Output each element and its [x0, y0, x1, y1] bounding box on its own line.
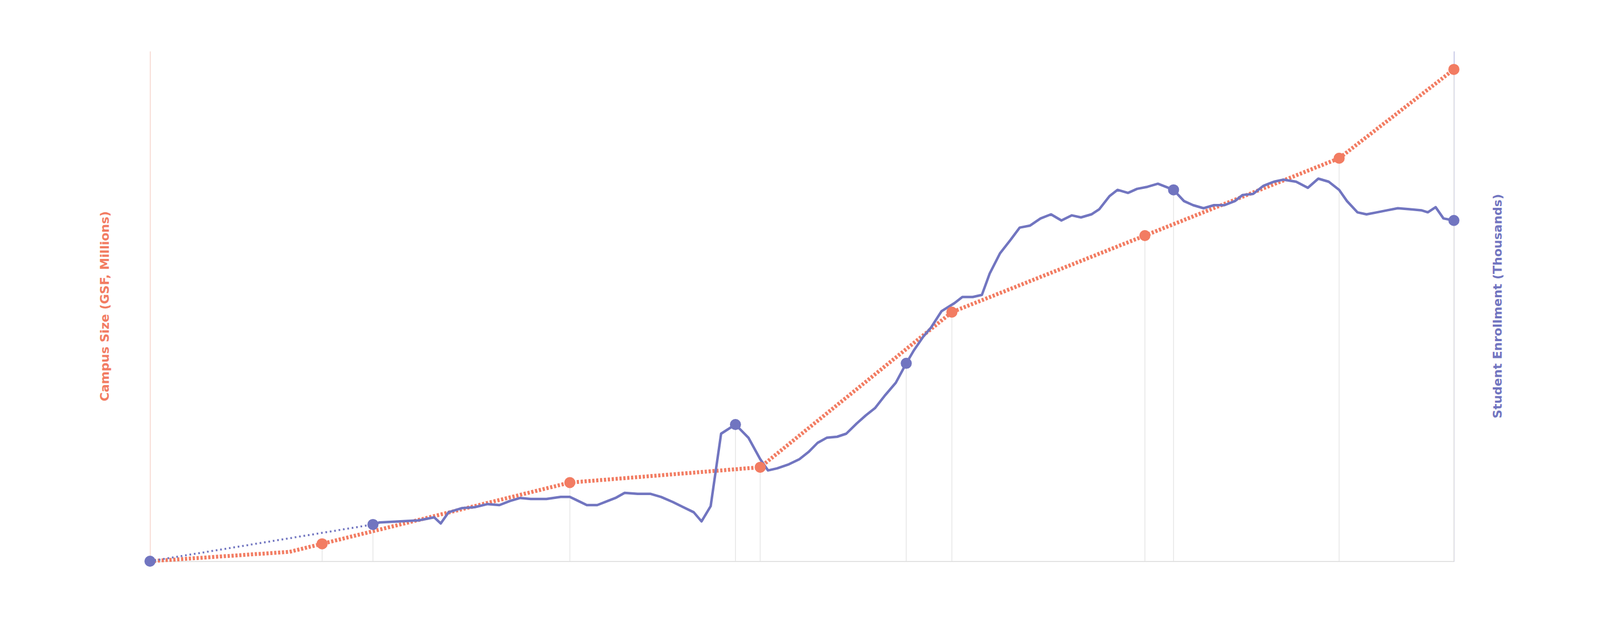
marker — [900, 357, 912, 369]
series-line — [372, 178, 1454, 525]
drop-line — [760, 467, 762, 562]
drop-line — [735, 424, 737, 562]
drop-line — [1453, 69, 1455, 562]
marker — [1448, 215, 1460, 227]
drop-line — [1173, 190, 1175, 562]
plot — [144, 51, 1460, 568]
drop-lines — [150, 69, 1454, 562]
marker — [754, 461, 766, 473]
marker — [730, 418, 742, 430]
marker — [1333, 152, 1345, 164]
marker — [1167, 184, 1179, 196]
drop-line — [951, 312, 953, 562]
marker — [564, 476, 576, 488]
marker — [316, 538, 328, 550]
y-axis — [150, 51, 151, 562]
marker — [1448, 63, 1460, 75]
drop-line — [1453, 220, 1455, 562]
y2-axis-title: Student Enrollment (Thousands) — [1490, 193, 1505, 419]
series-line — [150, 524, 373, 562]
marker — [946, 306, 958, 318]
x-axis — [150, 561, 1455, 562]
marker — [1139, 230, 1151, 242]
marks — [144, 63, 1460, 567]
drop-line — [569, 482, 571, 562]
chart: Campus Size (GSF, Millions) Student Enrol… — [0, 0, 1600, 639]
series-line — [150, 69, 1454, 562]
y-axis-title: Campus Size (GSF, Millions) — [97, 211, 112, 402]
axis-line — [150, 51, 152, 562]
marker — [144, 555, 156, 567]
drop-line — [906, 363, 908, 562]
drop-line — [1338, 158, 1340, 562]
axis-line — [150, 561, 1455, 563]
drop-line — [1144, 235, 1146, 562]
y2-axis — [1453, 51, 1455, 562]
axis-line — [1453, 51, 1455, 562]
